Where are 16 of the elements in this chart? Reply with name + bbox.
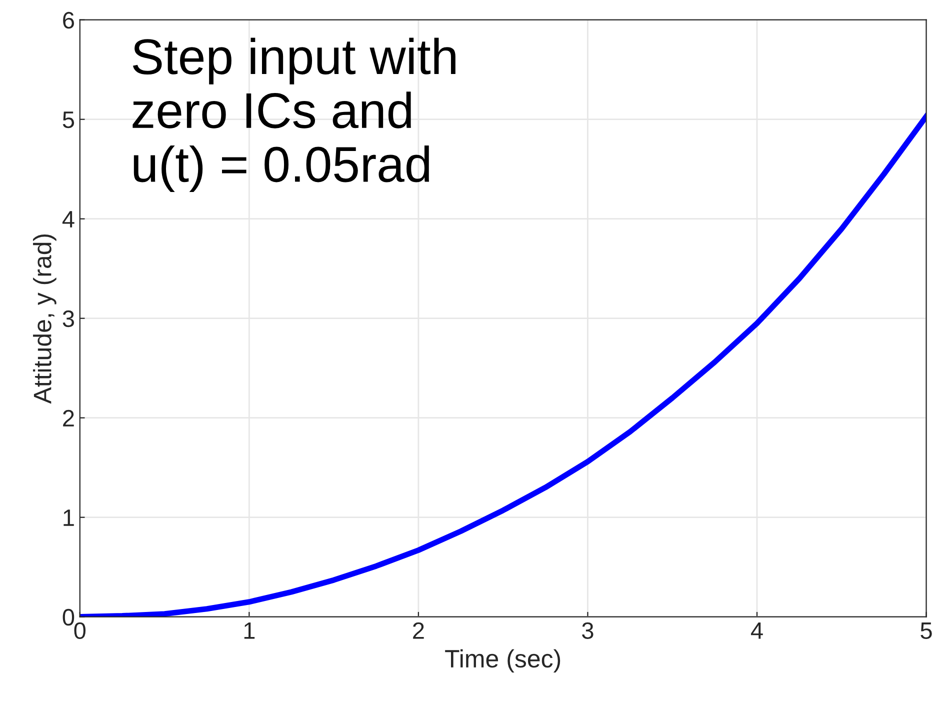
x-tick-label: 4: [750, 622, 763, 639]
x-axis-title: Time (sec): [445, 649, 560, 673]
y-tick-label: 4: [62, 211, 74, 228]
y-tick-label: 2: [63, 410, 74, 426]
x-tick-label: 2: [413, 622, 424, 639]
x-tick-label: 5: [920, 622, 932, 640]
y-axis-title: Attitude, y (rad): [33, 234, 56, 404]
y-tick-label: 3: [62, 310, 74, 328]
y-tick-label: 1: [64, 510, 74, 526]
x-tick-label: 1: [244, 622, 255, 639]
x-tick-label: 0: [74, 622, 86, 640]
annotation: Step input with zero ICs and u(t) = 0.05rad: [132, 38, 456, 192]
y-tick-label: 5: [62, 112, 74, 128]
x-tick-label: 3: [582, 622, 594, 640]
y-tick-label: 6: [63, 12, 74, 29]
y-tick-label: 0: [62, 608, 74, 626]
